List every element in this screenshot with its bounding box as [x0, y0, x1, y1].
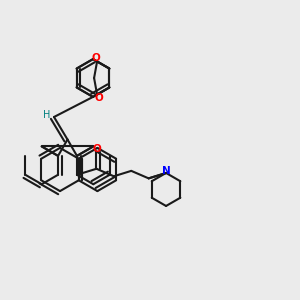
Text: O: O [93, 144, 101, 154]
Text: O: O [94, 92, 103, 103]
Text: H: H [43, 110, 50, 121]
Text: N: N [162, 166, 170, 176]
Text: O: O [91, 53, 100, 64]
